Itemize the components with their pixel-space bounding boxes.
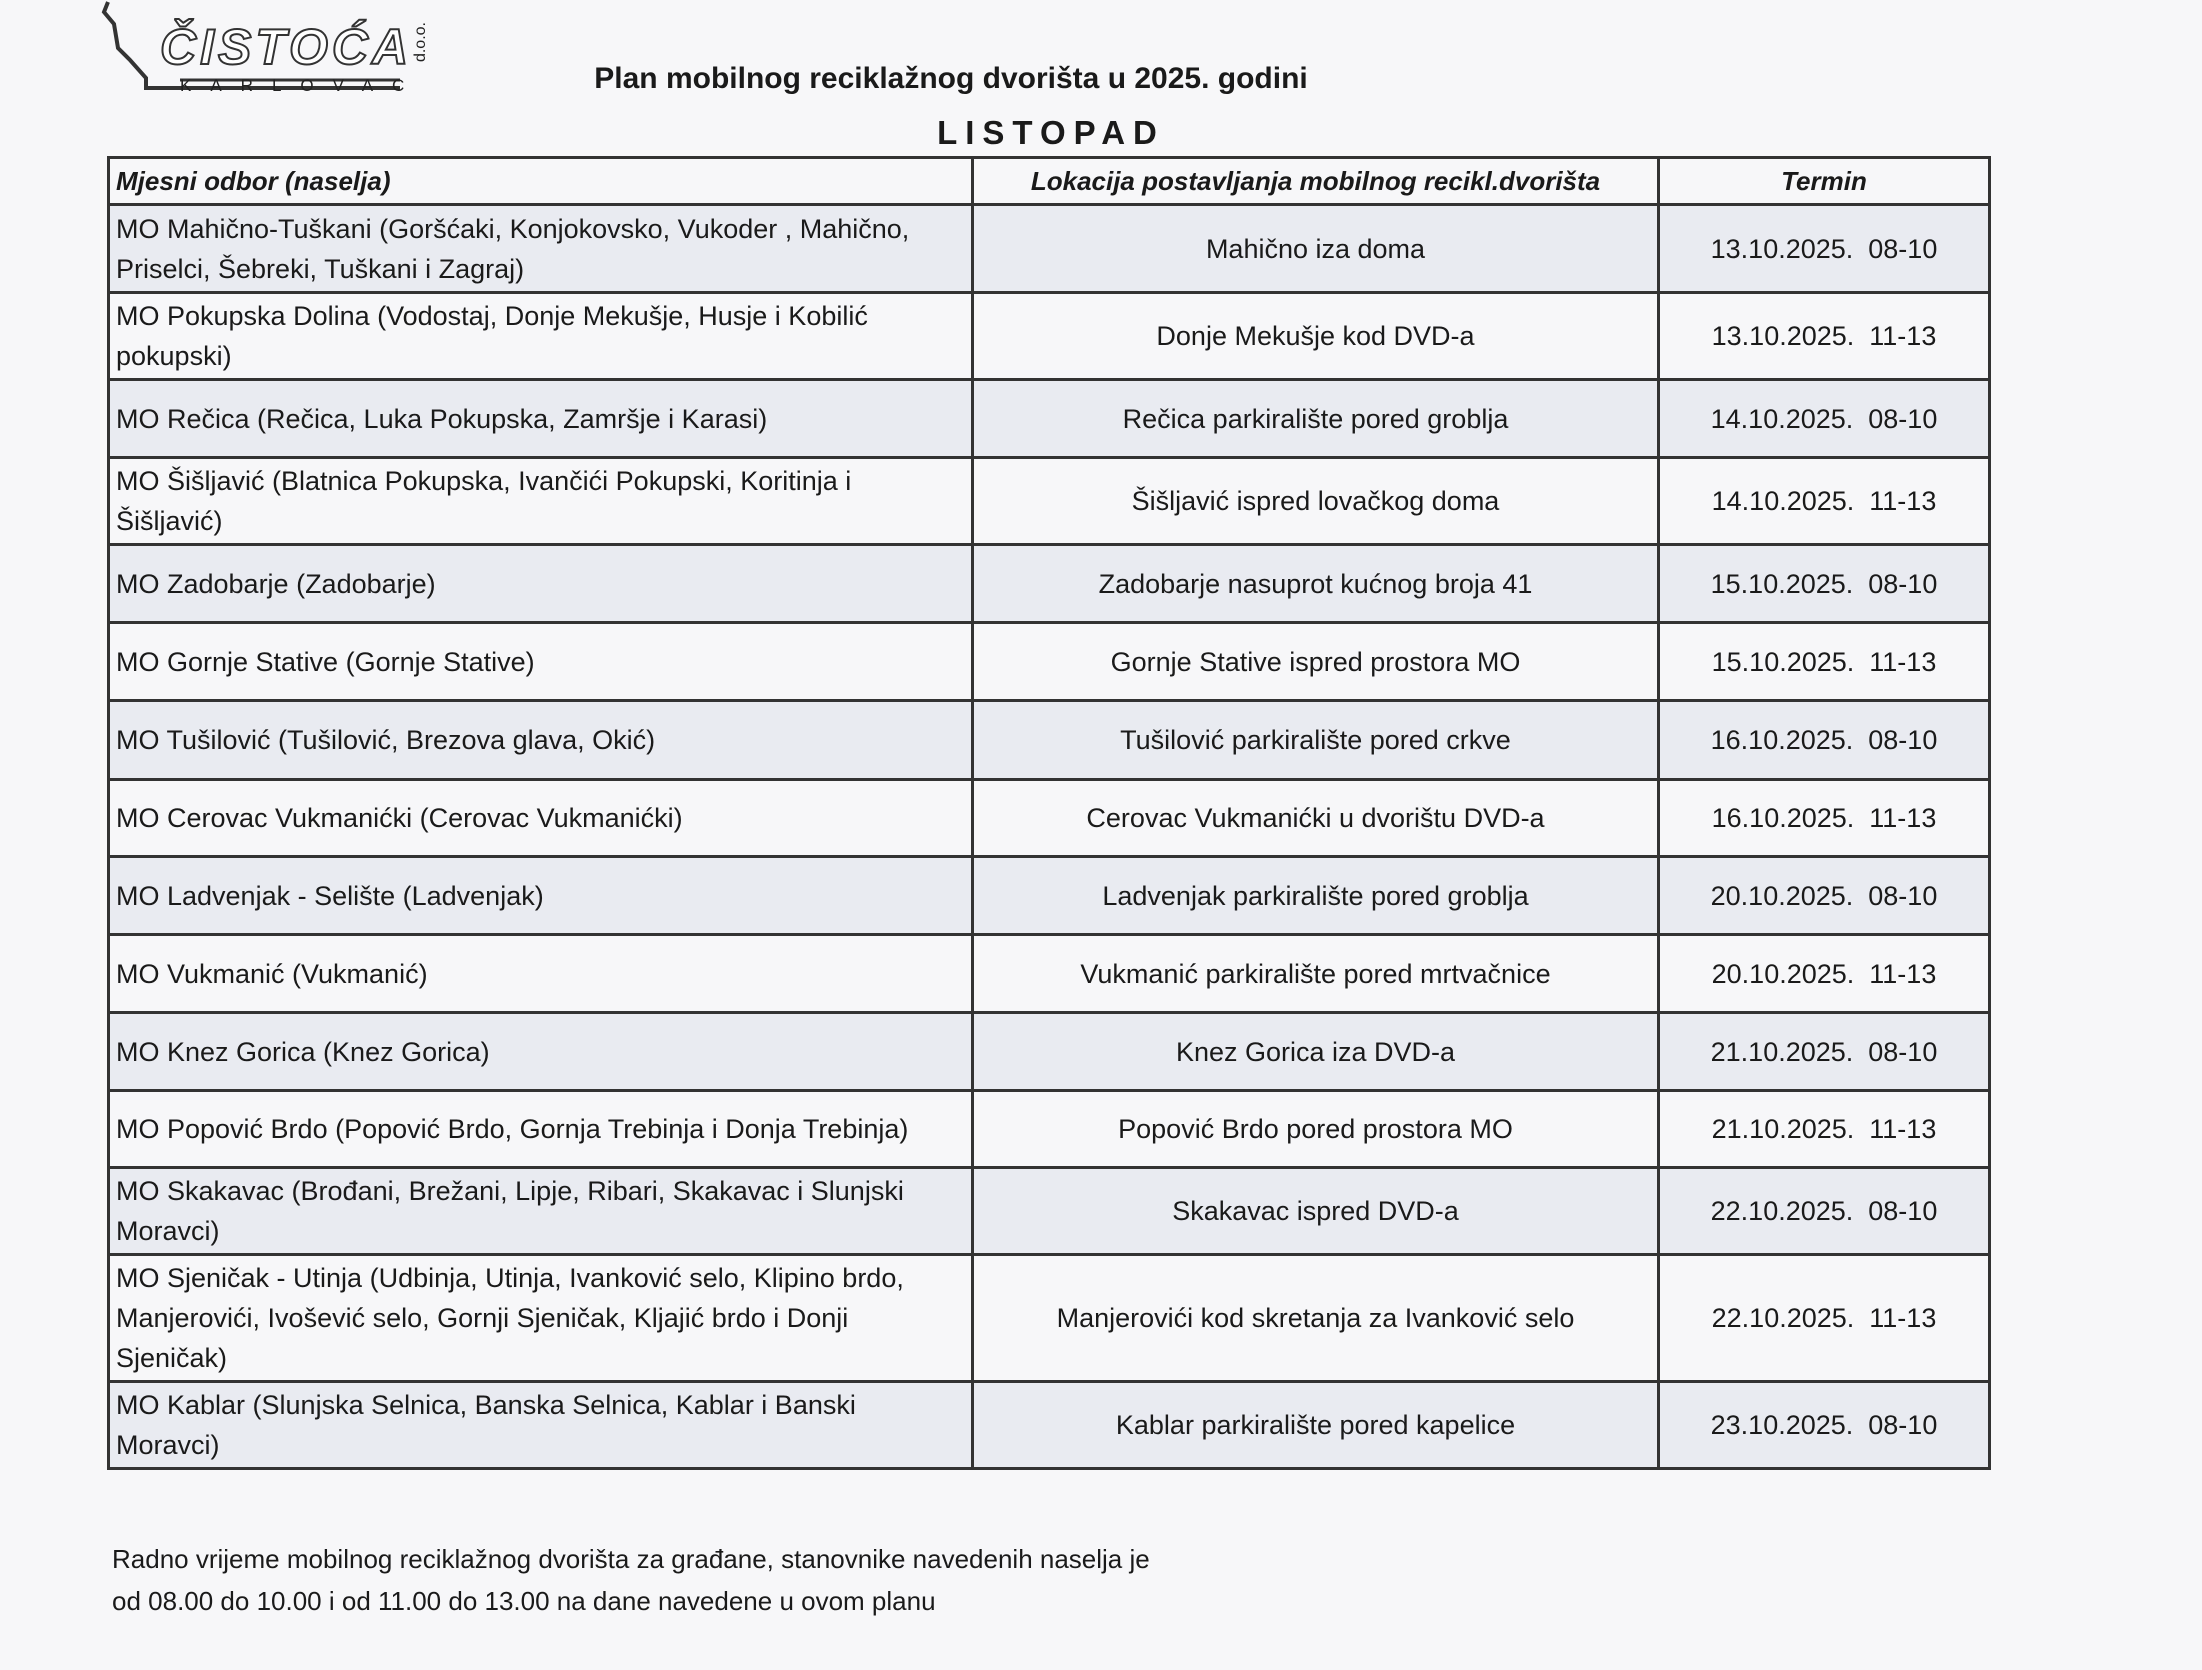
cell-odbor: MO Zadobarje (Zadobarje)	[107, 543, 974, 624]
page-title: Plan mobilnog reciklažnog dvorišta u 202…	[594, 62, 1308, 95]
cell-lokacija: Zadobarje nasuprot kućnog broja 41	[971, 543, 1660, 624]
table-row: MO Vukmanić (Vukmanić) Vukmanić parkirali…	[107, 933, 1991, 1014]
cell-odbor: MO Sjeničak - Utinja (Udbinja, Utinja, I…	[107, 1253, 974, 1383]
table-row: MO Ladvenjak - Selište (Ladvenjak) Ladven…	[107, 855, 1991, 936]
cell-lokacija: Tušilović parkiralište pored crkve	[971, 699, 1660, 781]
cell-termin: 20.10.2025. 08-10	[1657, 855, 1991, 936]
cell-odbor: MO Pokupska Dolina (Vodostaj, Donje Meku…	[107, 291, 974, 381]
logo-outline-icon	[101, 1, 400, 90]
cell-termin: 16.10.2025. 08-10	[1657, 699, 1991, 781]
cell-lokacija: Gornje Stative ispred prostora MO	[971, 621, 1660, 702]
cell-lokacija: Knez Gorica iza DVD-a	[971, 1011, 1660, 1092]
table-row: MO Knez Gorica (Knez Gorica) Knez Gorica …	[107, 1011, 1991, 1092]
cell-lokacija: Rečica parkiralište pored groblja	[971, 378, 1660, 459]
cell-termin: 14.10.2025. 11-13	[1657, 456, 1991, 546]
cell-odbor: MO Vukmanić (Vukmanić)	[107, 933, 974, 1014]
cell-odbor: MO Mahično-Tuškani (Goršćaki, Konjokovsk…	[107, 203, 974, 294]
cell-termin: 21.10.2025. 08-10	[1657, 1011, 1991, 1092]
table-row: MO Tušilović (Tušilović, Brezova glava, …	[107, 699, 1991, 781]
cell-lokacija: Mahično iza doma	[971, 203, 1660, 294]
header-lokacija: Lokacija postavljanja mobilnog recikl.dv…	[971, 156, 1660, 206]
cell-odbor: MO Knez Gorica (Knez Gorica)	[107, 1011, 974, 1092]
cell-termin: 16.10.2025. 11-13	[1657, 778, 1991, 858]
cell-lokacija: Donje Mekušje kod DVD-a	[971, 291, 1660, 381]
table-row: MO Popović Brdo (Popović Brdo, Gornja Tr…	[107, 1089, 1991, 1169]
footer-note: Radno vrijeme mobilnog reciklažnog dvori…	[112, 1538, 1150, 1622]
logo-suffix: d.o.o.	[412, 22, 429, 63]
cell-lokacija: Skakavac ispred DVD-a	[971, 1166, 1660, 1256]
logo-city: KARLOVAC	[180, 76, 424, 95]
logo-name: ČISTOĆA	[159, 18, 413, 76]
table-row: MO Kablar (Slunjska Selnica, Banska Seln…	[107, 1380, 1991, 1470]
cell-odbor: MO Kablar (Slunjska Selnica, Banska Seln…	[107, 1380, 974, 1470]
schedule-table: Mjesni odbor (naselja) Lokacija postavlj…	[107, 156, 1991, 1470]
header-odbor: Mjesni odbor (naselja)	[107, 156, 974, 206]
cell-termin: 15.10.2025. 08-10	[1657, 543, 1991, 624]
cell-termin: 13.10.2025. 08-10	[1657, 203, 1991, 294]
cell-termin: 23.10.2025. 08-10	[1657, 1380, 1991, 1470]
footer-line: Radno vrijeme mobilnog reciklažnog dvori…	[112, 1544, 1150, 1574]
cell-lokacija: Manjerovići kod skretanja za Ivanković s…	[971, 1253, 1660, 1383]
cell-lokacija: Šišljavić ispred lovačkog doma	[971, 456, 1660, 546]
table-row: MO Mahično-Tuškani (Goršćaki, Konjokovsk…	[107, 203, 1991, 294]
cell-lokacija: Ladvenjak parkiralište pored groblja	[971, 855, 1660, 936]
table-row: MO Cerovac Vukmanićki (Cerovac Vukmanićk…	[107, 778, 1991, 858]
cell-odbor: MO Cerovac Vukmanićki (Cerovac Vukmanićk…	[107, 778, 974, 858]
table-row: MO Zadobarje (Zadobarje) Zadobarje nasupr…	[107, 543, 1991, 624]
table-row: MO Pokupska Dolina (Vodostaj, Donje Meku…	[107, 291, 1991, 381]
table-header-row: Mjesni odbor (naselja) Lokacija postavlj…	[107, 156, 1991, 206]
table-row: MO Skakavac (Brođani, Brežani, Lipje, Ri…	[107, 1166, 1991, 1256]
cell-termin: 21.10.2025. 11-13	[1657, 1089, 1991, 1169]
cell-termin: 14.10.2025. 08-10	[1657, 378, 1991, 459]
header-termin: Termin	[1657, 156, 1991, 206]
cell-lokacija: Popović Brdo pored prostora MO	[971, 1089, 1660, 1169]
table-row: MO Šišljavić (Blatnica Pokupska, Ivančić…	[107, 456, 1991, 546]
cell-lokacija: Vukmanić parkiralište pored mrtvačnice	[971, 933, 1660, 1014]
cell-odbor: MO Rečica (Rečica, Luka Pokupska, Zamršj…	[107, 378, 974, 459]
company-logo: ČISTOĆA KARLOVAC d.o.o.	[100, 0, 440, 100]
footer-line: od 08.00 do 10.00 i od 11.00 do 13.00 na…	[112, 1586, 936, 1616]
cell-lokacija: Kablar parkiralište pored kapelice	[971, 1380, 1660, 1470]
table-row: MO Sjeničak - Utinja (Udbinja, Utinja, I…	[107, 1253, 1991, 1383]
cell-odbor: MO Ladvenjak - Selište (Ladvenjak)	[107, 855, 974, 936]
table-row: MO Gornje Stative (Gornje Stative) Gornje…	[107, 621, 1991, 702]
cell-lokacija: Cerovac Vukmanićki u dvorištu DVD-a	[971, 778, 1660, 858]
cell-odbor: MO Popović Brdo (Popović Brdo, Gornja Tr…	[107, 1089, 974, 1169]
cell-termin: 15.10.2025. 11-13	[1657, 621, 1991, 702]
cell-odbor: MO Tušilović (Tušilović, Brezova glava, …	[107, 699, 974, 781]
cell-odbor: MO Gornje Stative (Gornje Stative)	[107, 621, 974, 702]
cell-odbor: MO Šišljavić (Blatnica Pokupska, Ivančić…	[107, 456, 974, 546]
cell-termin: 22.10.2025. 11-13	[1657, 1253, 1991, 1383]
cell-termin: 22.10.2025. 08-10	[1657, 1166, 1991, 1256]
cell-termin: 13.10.2025. 11-13	[1657, 291, 1991, 381]
cell-termin: 20.10.2025. 11-13	[1657, 933, 1991, 1014]
table-row: MO Rečica (Rečica, Luka Pokupska, Zamršj…	[107, 378, 1991, 459]
cell-odbor: MO Skakavac (Brođani, Brežani, Lipje, Ri…	[107, 1166, 974, 1256]
month-heading: LISTOPAD	[937, 114, 1165, 151]
